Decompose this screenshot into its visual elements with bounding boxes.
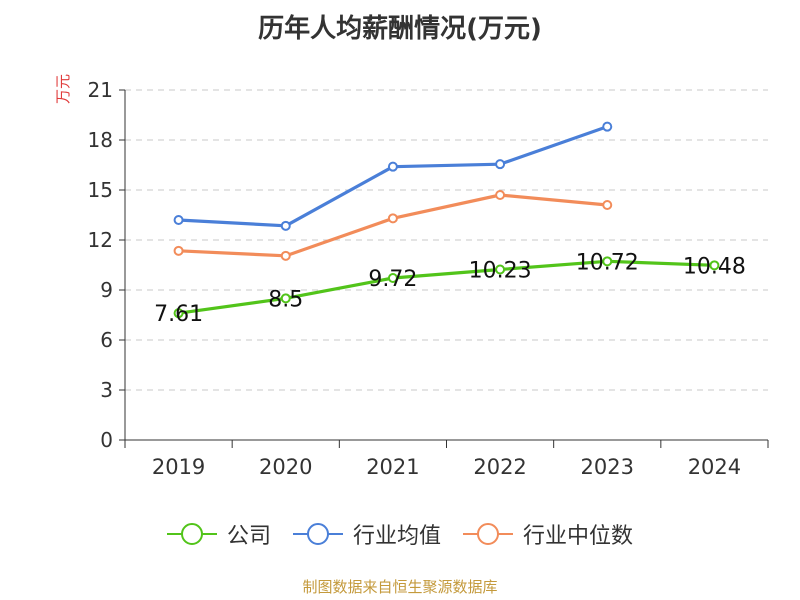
x-tick-label: 2021 bbox=[366, 455, 419, 479]
data-point bbox=[602, 200, 613, 210]
y-tick-label: 18 bbox=[88, 128, 113, 152]
legend-item[interactable]: 公司 bbox=[166, 518, 271, 550]
data-label: 10.48 bbox=[683, 254, 746, 279]
y-tick-label: 9 bbox=[100, 278, 113, 302]
data-point bbox=[280, 220, 291, 231]
data-point bbox=[280, 293, 291, 304]
data-label: 7.61 bbox=[154, 302, 203, 327]
source-note: 制图数据来自恒生聚源数据库 bbox=[302, 578, 498, 596]
x-tick-label: 2019 bbox=[152, 455, 205, 479]
y-tick-label: 0 bbox=[100, 428, 113, 452]
data-point bbox=[709, 260, 720, 271]
legend-swatch bbox=[166, 523, 217, 545]
legend-item[interactable]: 行业均值 bbox=[292, 518, 441, 550]
data-label: 10.72 bbox=[576, 250, 639, 275]
y-tick-label: 3 bbox=[100, 378, 113, 402]
data-label: 10.23 bbox=[469, 259, 532, 284]
y-axis-unit-label: 万元 bbox=[54, 73, 72, 104]
legend: 公司 行业均值 行业中位数 bbox=[0, 518, 800, 550]
data-point bbox=[173, 308, 184, 319]
y-tick-label: 15 bbox=[88, 178, 113, 202]
data-point bbox=[495, 190, 506, 200]
x-tick-label: 2024 bbox=[688, 455, 741, 479]
legend-label: 公司 bbox=[226, 524, 271, 549]
legend-swatch bbox=[292, 523, 343, 545]
chart-title: 历年人均薪酬情况(万元) bbox=[258, 14, 542, 44]
x-tick-label: 2022 bbox=[473, 455, 526, 479]
y-tick-label: 6 bbox=[100, 328, 113, 352]
x-tick-label: 2020 bbox=[259, 455, 312, 479]
data-point bbox=[173, 245, 184, 256]
data-point bbox=[387, 273, 398, 283]
series-line-2 bbox=[178, 193, 608, 258]
data-point bbox=[602, 121, 613, 132]
series-line-1 bbox=[178, 125, 608, 228]
legend-item[interactable]: 行业中位数 bbox=[463, 518, 633, 550]
data-point bbox=[280, 250, 291, 261]
y-tick-label: 12 bbox=[88, 228, 113, 252]
data-label: 9.72 bbox=[368, 267, 417, 292]
x-tick-label: 2023 bbox=[581, 455, 634, 479]
data-point bbox=[387, 161, 398, 172]
y-tick-label: 21 bbox=[88, 78, 113, 102]
series-line-0 bbox=[178, 259, 715, 315]
data-point bbox=[495, 159, 506, 170]
legend-label: 行业中位数 bbox=[523, 524, 634, 549]
data-point bbox=[602, 256, 613, 267]
legend-swatch bbox=[463, 523, 513, 545]
data-point bbox=[173, 215, 184, 225]
legend-label: 行业均值 bbox=[352, 524, 441, 549]
data-point bbox=[387, 213, 398, 224]
data-label: 8.5 bbox=[268, 287, 303, 312]
data-point bbox=[495, 264, 506, 275]
